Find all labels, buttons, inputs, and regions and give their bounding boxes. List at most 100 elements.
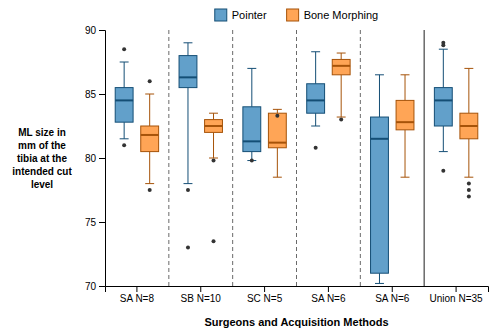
y-tick-label: 80 [85, 153, 97, 164]
chart-container: 7075808590SA N=8SB N=10SC N=5SA N=6SA N=… [0, 0, 500, 334]
x-axis-title: Surgeons and Acquisition Methods [204, 316, 388, 328]
y-tick-mark [99, 222, 105, 223]
box [396, 75, 414, 177]
x-tick-mark [392, 286, 393, 292]
upper-whisker [341, 53, 342, 59]
lower-whisker [341, 75, 342, 117]
chart: 7075808590SA N=8SB N=10SC N=5SA N=6SA N=… [0, 0, 500, 334]
box-body [141, 126, 159, 152]
y-tick: 70 [85, 281, 105, 292]
y-tick-label: 90 [85, 25, 97, 36]
upper-cap [209, 113, 218, 114]
lower-cap [439, 151, 448, 152]
box-body [396, 100, 414, 129]
flier [339, 118, 343, 122]
box-series [141, 53, 478, 243]
x-tick-mark [136, 286, 137, 292]
x-tick-label: SA N=8 [120, 293, 155, 304]
median [396, 121, 414, 123]
y-tick-mark [99, 158, 105, 159]
box-body [307, 84, 325, 113]
upper-whisker [149, 94, 150, 126]
median [268, 142, 286, 144]
legend-item: Pointer [215, 9, 267, 21]
y-axis-title-line: intended cut [12, 166, 72, 177]
upper-cap [145, 94, 154, 95]
box [268, 109, 286, 177]
upper-cap [464, 68, 473, 69]
lower-cap [184, 183, 193, 184]
median [179, 76, 197, 78]
group-separator-dashed [296, 30, 297, 286]
flier [212, 239, 216, 243]
lower-cap [464, 177, 473, 178]
box-series [115, 41, 452, 284]
upper-cap [311, 51, 320, 52]
lower-cap [145, 183, 154, 184]
lower-cap [401, 177, 410, 178]
flier [122, 143, 126, 147]
lower-whisker [213, 132, 214, 158]
y-axis-title-line: mm of the [18, 140, 66, 151]
lower-whisker [315, 113, 316, 126]
box [371, 75, 389, 284]
upper-whisker [468, 68, 469, 113]
upper-cap [273, 109, 282, 110]
x-tick-label: SA N=6 [311, 293, 346, 304]
box-body [332, 59, 350, 74]
x-tick: Union N=35 [430, 286, 484, 304]
lower-whisker [379, 273, 380, 283]
y-tick: 75 [85, 217, 105, 228]
x-axis: SA N=8 SB N=10 SC N=5 SA N=6 SA N=6 Union N=3… [106, 286, 489, 304]
box-body [179, 56, 197, 88]
box-body [371, 117, 389, 273]
y-axis-title-line: ML size in [18, 127, 66, 138]
flier [314, 146, 318, 150]
upper-cap [375, 74, 384, 75]
flier [186, 188, 190, 192]
box [179, 43, 197, 250]
box-body [268, 113, 286, 148]
group-separator-solid [424, 30, 425, 286]
y-tick: 85 [85, 89, 105, 100]
y-axis-title: ML size inmm of thetibia at theintended … [12, 127, 72, 190]
flier [212, 159, 216, 163]
lower-whisker [124, 122, 125, 139]
median [141, 134, 159, 136]
legend-swatch [287, 9, 299, 21]
lower-whisker [149, 152, 150, 184]
flier [148, 188, 152, 192]
lower-cap [337, 117, 346, 118]
y-axis-title-line: level [31, 179, 53, 190]
y-axis: 70 75 80 85 90 [85, 25, 106, 292]
flier [467, 182, 471, 186]
box [243, 68, 261, 162]
box [332, 53, 350, 122]
upper-cap [247, 68, 256, 69]
flier [122, 47, 126, 51]
box [434, 41, 452, 173]
y-tick-label: 70 [85, 281, 97, 292]
lower-whisker [187, 88, 188, 184]
legend-item: Bone Morphing [287, 9, 379, 21]
x-tick-label: SB N=10 [181, 293, 222, 304]
upper-whisker [277, 109, 278, 113]
x-tick-mark [200, 286, 201, 292]
separators [169, 30, 424, 286]
box [205, 113, 223, 243]
flier [148, 79, 152, 83]
y-tick-label: 75 [85, 217, 97, 228]
plot-area: 7075808590SA N=8SB N=10SC N=5SA N=6SA N=… [85, 25, 489, 304]
flier [275, 114, 279, 118]
x-tick: SC N=5 [247, 286, 283, 304]
x-tick-label: Union N=35 [430, 293, 484, 304]
box-body [434, 88, 452, 126]
upper-cap [401, 74, 410, 75]
x-tick-label: SC N=5 [247, 293, 283, 304]
legend-label: Pointer [232, 9, 267, 21]
upper-whisker [187, 43, 188, 56]
x-tick: SA N=6 [375, 286, 410, 304]
x-tick-label: SA N=6 [375, 293, 410, 304]
group-separator-dashed [168, 30, 169, 286]
box-body [115, 88, 133, 123]
